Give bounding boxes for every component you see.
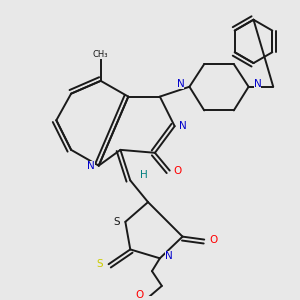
Text: N: N	[165, 251, 172, 261]
Text: S: S	[113, 217, 120, 227]
Text: H: H	[140, 170, 148, 181]
Text: N: N	[179, 121, 186, 131]
Text: N: N	[254, 79, 261, 89]
Text: O: O	[209, 235, 217, 244]
Text: N: N	[177, 79, 184, 89]
Text: S: S	[96, 259, 103, 269]
Text: N: N	[87, 160, 95, 171]
Text: O: O	[173, 166, 182, 176]
Text: O: O	[135, 290, 143, 300]
Text: CH₃: CH₃	[93, 50, 109, 59]
